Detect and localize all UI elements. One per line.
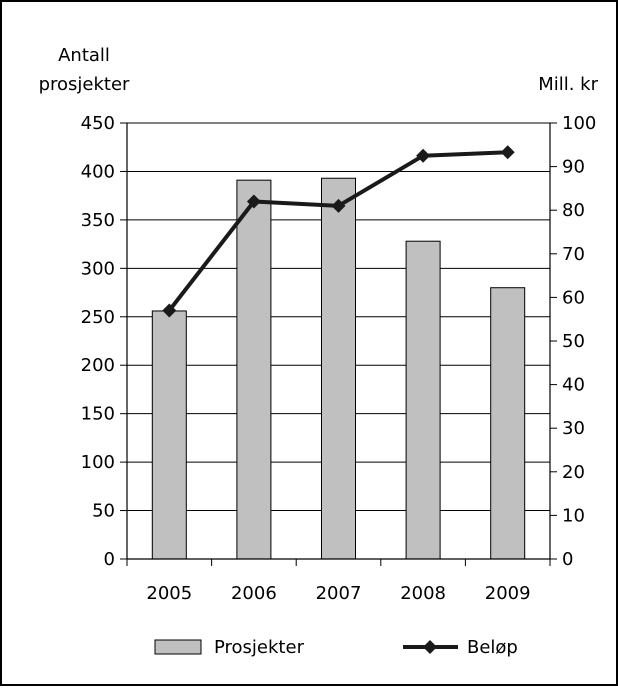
bar <box>321 177 356 560</box>
left-tick-label: 100 <box>81 452 115 473</box>
legend-swatch-marker <box>423 640 437 654</box>
axes <box>120 122 557 566</box>
legend-label-bar: Prosjekter <box>214 637 305 658</box>
right-tick-label: 90 <box>562 157 585 178</box>
right-tick-label: 80 <box>562 200 585 221</box>
line-point <box>246 194 261 209</box>
right-axis-title: Mill. kr <box>538 74 598 95</box>
left-tick-label: 350 <box>81 210 115 231</box>
legend: Prosjekter Beløp <box>154 637 518 658</box>
legend-label-line: Beløp <box>467 637 518 658</box>
right-tick-label: 100 <box>562 113 596 134</box>
bar-series <box>151 177 526 560</box>
x-tick-label: 2006 <box>231 583 277 604</box>
right-tick-label: 50 <box>562 331 585 352</box>
left-tick-label: 150 <box>81 404 115 425</box>
right-tick-label: 20 <box>562 462 585 483</box>
line-point <box>500 145 515 160</box>
left-tick-label: 50 <box>92 501 115 522</box>
right-tick-label: 10 <box>562 505 585 526</box>
legend-swatch-bar <box>154 639 202 655</box>
x-tick-label: 2007 <box>316 583 362 604</box>
line-point <box>331 198 346 213</box>
line-point <box>162 303 177 318</box>
right-tick-label: 40 <box>562 375 585 396</box>
bar <box>490 287 526 560</box>
right-tick-label: 70 <box>562 244 585 265</box>
line-point <box>416 148 431 163</box>
left-tick-label: 450 <box>81 113 115 134</box>
left-axis-title-line1: Antall <box>58 45 110 66</box>
right-tick-label: 60 <box>562 287 585 308</box>
bar <box>405 240 441 560</box>
bar <box>151 310 187 560</box>
left-tick-label: 0 <box>104 549 115 570</box>
x-tick-label: 2008 <box>400 583 446 604</box>
x-tick-label: 2009 <box>485 583 531 604</box>
labels: 0 50 100 150 200 250 300 350 400 450 0 10 20 30 40 50 60… <box>39 45 599 604</box>
left-axis-title-line2: prosjekter <box>39 74 130 95</box>
right-tick-label: 30 <box>562 418 585 439</box>
left-tick-label: 400 <box>81 161 115 182</box>
bar <box>236 179 272 560</box>
line-series <box>162 145 515 318</box>
left-tick-label: 200 <box>81 355 115 376</box>
left-tick-label: 300 <box>81 258 115 279</box>
right-tick-label: 0 <box>562 549 573 570</box>
x-tick-label: 2005 <box>146 583 192 604</box>
left-tick-label: 250 <box>81 307 115 328</box>
